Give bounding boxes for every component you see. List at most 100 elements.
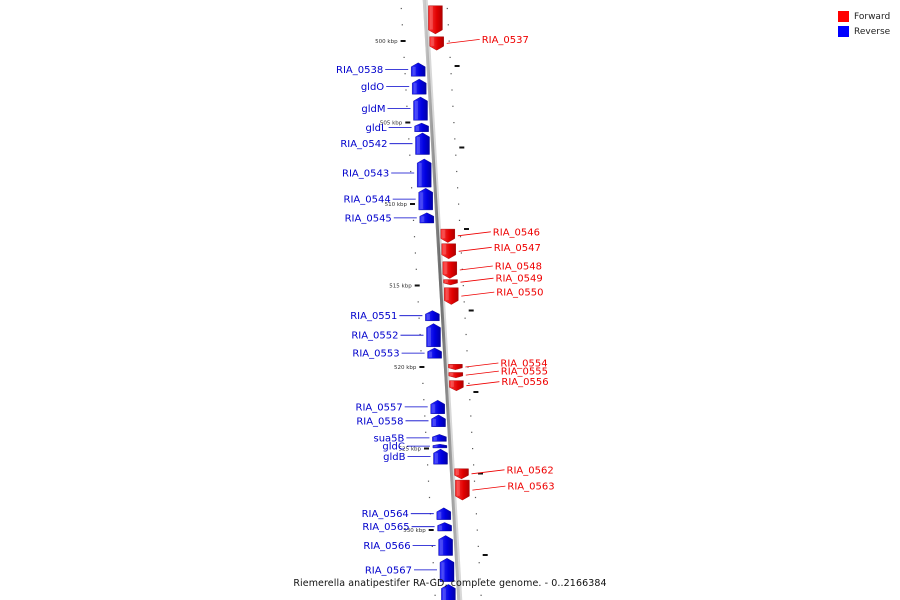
minor-dot [480,594,482,596]
gene-arrow-RIA_0556[interactable] [449,380,464,392]
minor-dot [415,268,417,270]
reverse-swatch [838,26,849,37]
gene-shading [416,126,420,131]
gene-arrow-gldL[interactable] [414,122,429,132]
gene-label-sua5B[interactable]: sua5B [373,433,404,444]
gene-label-gldL[interactable]: gldL [366,123,387,134]
tick-mark-right [478,472,483,475]
gene-arrow-RIA_0555[interactable] [448,372,463,379]
gene-arrow-RIA_0562[interactable] [454,468,469,480]
gene-label-RIA_0554[interactable]: RIA_0554 [500,359,547,370]
minor-dot [460,252,462,254]
gene-label-RIA_0564[interactable]: RIA_0564 [362,509,409,520]
gene-shading [450,381,454,387]
gene-label-RIA_0558[interactable]: RIA_0558 [356,416,403,427]
gene-label-RIA_0557[interactable]: RIA_0557 [356,402,403,413]
label-leader-lines [385,39,506,571]
gene-label-RIA_0565[interactable]: RIA_0565 [362,522,409,533]
gene-label-RIA_0544[interactable]: RIA_0544 [344,195,391,206]
minor-dot [408,138,410,140]
gene-label-RIA_0551[interactable]: RIA_0551 [350,311,397,322]
gene-arrow-RIA_0542[interactable] [415,132,430,155]
minor-dot [472,448,474,450]
tick-mark-left [410,203,415,205]
gene-label-RIA_0567[interactable]: RIA_0567 [365,565,412,576]
gene-arrow-partial[interactable] [428,5,443,35]
gene-arrow-RIA_0547[interactable] [441,243,456,260]
gene-arrow-RIA_0557[interactable] [430,399,445,414]
gene-arrow-RIA_0564[interactable] [436,507,451,520]
gene-arrow-RIA_0549[interactable] [443,279,458,286]
gene-label-RIA_0543[interactable]: RIA_0543 [342,169,389,180]
gene-shading [435,453,438,464]
gene-arrow-RIA_0558[interactable] [431,414,446,427]
tick-label: 520 kbp [394,365,417,371]
gene-label-RIA_0549[interactable]: RIA_0549 [496,274,543,285]
genome-axis [422,0,461,600]
minor-dot [464,317,466,319]
gene-arrow-sua5B[interactable] [432,434,447,442]
gene-label-RIA_0562[interactable]: RIA_0562 [507,465,554,476]
gene-label-RIA_0548[interactable]: RIA_0548 [495,262,542,273]
gene-arrow-RIA_0563[interactable] [455,479,470,501]
gene-arrow-gldO[interactable] [412,78,427,95]
tick-mark-left [400,40,406,42]
gene-arrow-RIA_0544[interactable] [418,188,433,211]
gene-arrow-RIA_0551[interactable] [425,310,440,321]
gene-arrow-RIA_0550[interactable] [444,287,459,305]
minor-dot [412,219,415,221]
gene-label-gldC[interactable]: gldC [382,442,404,453]
gene-shading [432,404,436,413]
gene-arrow-partial[interactable] [441,584,456,600]
legend-reverse: Reverse [838,24,890,39]
minor-dot [422,382,424,384]
gene-shading [415,101,418,120]
gene-arrow-RIA_0554[interactable] [448,364,463,370]
gene-label-gldM[interactable]: gldM [361,104,385,115]
gene-label-RIA_0545[interactable]: RIA_0545 [345,213,392,224]
gene-arrow-RIA_0567[interactable] [439,558,455,582]
minor-dot [455,154,457,156]
gene-label-RIA_0550[interactable]: RIA_0550 [496,288,543,299]
gene-arrow-gldC[interactable] [432,443,448,449]
gene-label-RIA_0547[interactable]: RIA_0547 [494,243,541,254]
gene-shading [450,373,454,376]
gene-arrow-gldM[interactable] [413,96,428,121]
gene-arrow-RIA_0552[interactable] [426,323,441,347]
gene-label-RIA_0566[interactable]: RIA_0566 [363,541,410,552]
gene-label-RIA_0552[interactable]: RIA_0552 [351,331,398,342]
minor-dot [458,203,460,205]
legend-reverse-label: Reverse [854,26,891,37]
minor-dot [467,366,469,368]
strand-legend: Forward Reverse [838,9,890,39]
gene-arrow-RIA_0538[interactable] [411,62,426,77]
gene-arrow-RIA_0548[interactable] [442,261,457,279]
gene-label-RIA_0553[interactable]: RIA_0553 [352,349,399,360]
minor-dot [404,73,406,75]
gene-label-RIA_0556[interactable]: RIA_0556 [501,377,548,388]
gene-arrow-RIA_0553[interactable] [427,347,442,359]
gene-label-RIA_0542[interactable]: RIA_0542 [340,139,387,150]
gene-label-gldB[interactable]: gldB [383,452,405,463]
minor-dot [432,562,434,564]
tick-mark-left [405,121,411,124]
leader-line-RIA_0546 [457,231,491,237]
gene-arrow-RIA_0545[interactable] [419,212,434,224]
gene-label-RIA_0563[interactable]: RIA_0563 [507,482,554,493]
gene-label-gldO[interactable]: gldO [361,82,384,93]
minor-dot [427,464,429,466]
gene-arrow-gldB[interactable] [433,448,448,465]
gene-arrow-RIA_0546[interactable] [440,228,455,243]
gene-shading [445,288,449,301]
tick-label: 515 kbp [389,284,412,290]
gene-arrow-RIA_0543[interactable] [417,158,432,188]
leader-line-RIA_0554 [465,362,499,368]
gene-arrow-RIA_0566[interactable] [438,535,453,556]
gene-arrow-RIA_0565[interactable] [437,522,452,532]
gene-label-RIA_0555[interactable]: RIA_0555 [501,367,548,378]
gene-label-RIA_0538[interactable]: RIA_0538 [336,65,383,76]
scale-ticks: 500 kbp 505 kbp 510 kbp 515 kbp 520 kbp 525 k… [375,39,488,556]
gene-label-RIA_0537[interactable]: RIA_0537 [482,35,529,46]
gene-arrow-RIA_0537[interactable] [429,36,444,51]
gene-label-RIA_0546[interactable]: RIA_0546 [493,227,540,238]
